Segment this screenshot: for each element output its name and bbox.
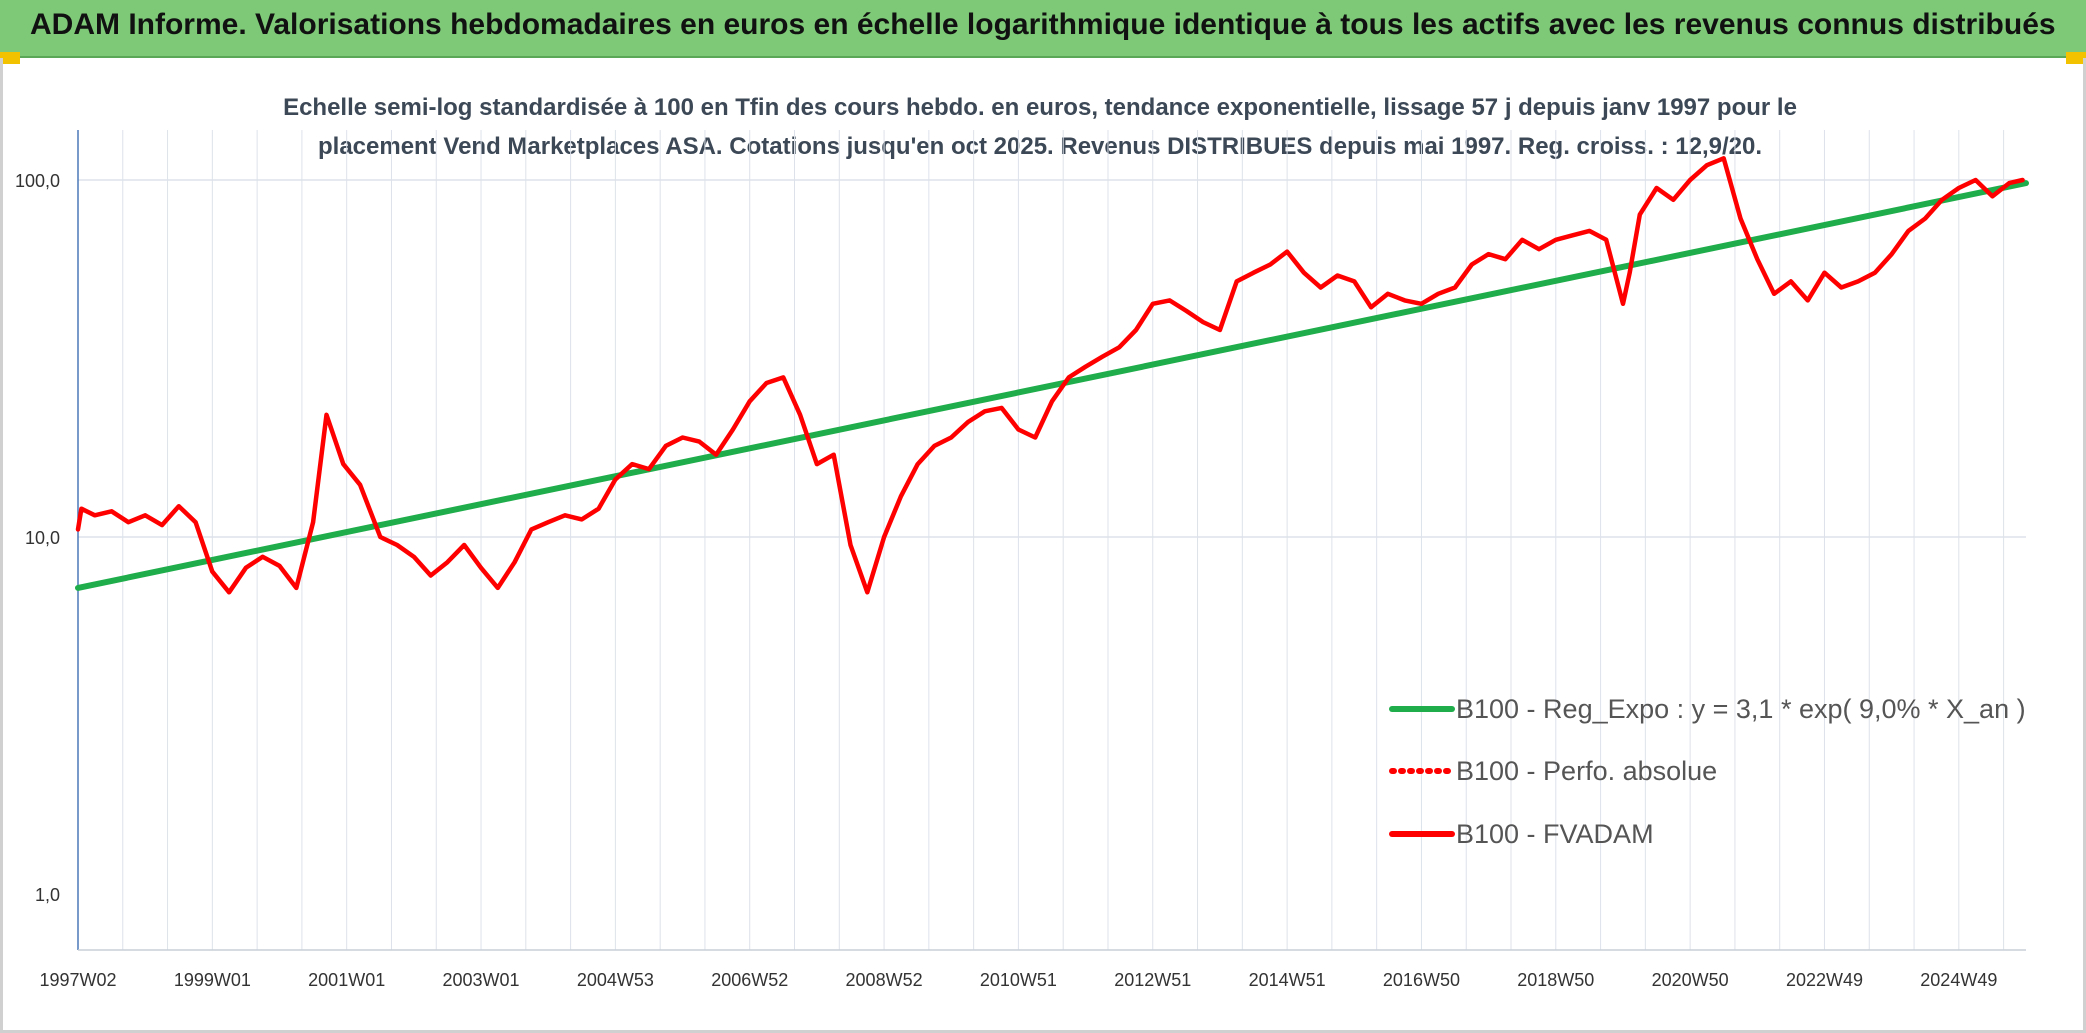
x-tick-label: 2022W49 xyxy=(1786,970,1863,990)
x-tick-label: 2018W50 xyxy=(1517,970,1594,990)
x-tick-label: 2008W52 xyxy=(846,970,923,990)
series-lines xyxy=(75,156,2029,595)
x-tick-label: 2014W51 xyxy=(1249,970,1326,990)
x-tick-label: 2016W50 xyxy=(1383,970,1460,990)
x-tick-label: 2010W51 xyxy=(980,970,1057,990)
tick-labels: 1,0 10,0 100,0 1997W02 1999W01 2001W01 2003W01… xyxy=(15,171,1997,990)
axes xyxy=(77,130,2026,951)
legend-label-3: B100 - FVADAM xyxy=(1456,819,1654,849)
left-corner-mark xyxy=(0,52,20,64)
legend-label-1: B100 - Reg_Expo : y = 3,1 * exp( 9,0% * … xyxy=(1456,694,2026,724)
x-tick-label: 2003W01 xyxy=(443,970,520,990)
y-tick-label: 100,0 xyxy=(15,171,60,191)
x-tick-label: 2024W49 xyxy=(1920,970,1997,990)
x-tick-label: 2020W50 xyxy=(1652,970,1729,990)
legend-label-2: B100 - Perfo. absolue xyxy=(1456,756,1717,786)
right-corner-mark xyxy=(2066,52,2086,64)
y-tick-label: 10,0 xyxy=(25,528,60,548)
chart-subtitle-line-1: Echelle semi-log standardisée à 100 en T… xyxy=(283,94,1797,121)
x-tick-label: 1999W01 xyxy=(174,970,251,990)
series-line-1 xyxy=(75,180,2029,591)
x-tick-label: 1997W02 xyxy=(39,970,116,990)
legend: B100 - Reg_Expo : y = 3,1 * exp( 9,0% * … xyxy=(1389,694,2026,849)
chart-frame xyxy=(0,58,2086,1033)
x-tick-label: 2006W52 xyxy=(711,970,788,990)
chart-subtitle: Echelle semi-log standardisée à 100 en T… xyxy=(250,88,1830,166)
y-tick-label: 1,0 xyxy=(35,885,60,905)
x-tick-label: 2001W01 xyxy=(308,970,385,990)
report-title: ADAM Informe. Valorisations hebdomadaire… xyxy=(30,8,2056,41)
x-tick-label: 2012W51 xyxy=(1114,970,1191,990)
report-banner: ADAM Informe. Valorisations hebdomadaire… xyxy=(0,0,2086,58)
grid-lines xyxy=(78,130,2026,950)
x-tick-label: 2004W53 xyxy=(577,970,654,990)
chart-subtitle-line-2: placement Vend Marketplaces ASA. Cotatio… xyxy=(318,133,1762,160)
series-line-3 xyxy=(75,156,2025,595)
